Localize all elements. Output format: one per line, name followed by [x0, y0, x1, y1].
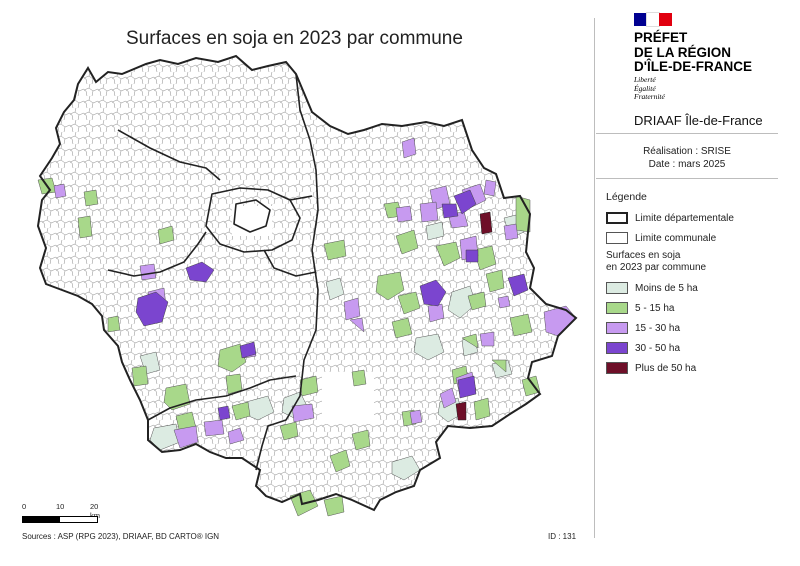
divider-1: [596, 133, 778, 134]
large-commune: [322, 372, 374, 424]
departement-boundaries: [107, 73, 319, 471]
prefet-line-3: D'ÎLE-DE-FRANCE: [634, 59, 752, 74]
legend-item-commune-limit: Limite communale: [606, 228, 734, 248]
date-text: Date : mars 2025: [648, 159, 726, 170]
scale-tick-20: 20 km: [90, 502, 100, 520]
commune-boundaries: [38, 56, 576, 510]
scale-segment-black: [23, 517, 60, 522]
credits-block: Réalisation : SRISE Date : mars 2025: [596, 145, 778, 171]
prefet-line-1: PRÉFET: [634, 30, 688, 45]
legend-label-commune: Limite communale: [635, 232, 717, 244]
legend-label-class-2: 5 - 15 ha: [635, 302, 675, 314]
motto-liberte: Liberté: [634, 75, 656, 84]
legend-title: Légende: [606, 191, 647, 203]
map-id: ID : 131: [548, 532, 577, 541]
legend-subtitle-2: en 2023 par commune: [606, 262, 707, 273]
legend-label-dept: Limite départementale: [635, 212, 734, 224]
scale-tick-0: 0: [22, 502, 27, 511]
legend-swatch-class-5: [606, 362, 628, 374]
legend-swatch-class-2: [606, 302, 628, 314]
legend-item-class-1: Moins de 5 ha: [606, 278, 734, 298]
legend-item-class-3: 15 - 30 ha: [606, 318, 734, 338]
legend-item-class-5: Plus de 50 ha: [606, 358, 734, 378]
legend-swatch-class-4: [606, 342, 628, 354]
prefet-block: PRÉFET DE LA RÉGION D'ÎLE-DE-FRANCE: [634, 30, 752, 75]
legend-item-dept-limit: Limite départementale: [606, 208, 734, 228]
legend-label-class-3: 15 - 30 ha: [635, 322, 681, 334]
scale-bar: 0 10 20 km: [22, 502, 100, 523]
legend-label-class-4: 30 - 50 ha: [635, 342, 681, 354]
class-15-30ha-communes: [53, 137, 577, 449]
motto-block: Liberté Égalité Fraternité: [634, 75, 665, 102]
service-name: DRIAAF Île-de-France: [634, 113, 763, 128]
sidebar-divider: [594, 18, 595, 538]
class-30-50ha-communes: [135, 189, 529, 421]
region-map: [37, 55, 577, 517]
legend-subtitle-1: Surfaces en soja: [606, 250, 681, 261]
legend: Légende Limite départementale Limite com…: [606, 191, 734, 378]
scale-graphic: [22, 516, 98, 523]
legend-swatch-dept: [606, 212, 628, 224]
legend-label-class-1: Moins de 5 ha: [635, 282, 698, 294]
legend-item-class-4: 30 - 50 ha: [606, 338, 734, 358]
prefet-line-2: DE LA RÉGION: [634, 44, 732, 60]
class-5-15ha-communes: [37, 177, 541, 517]
class-over-50ha-communes: [455, 211, 493, 421]
divider-2: [596, 178, 778, 179]
scale-segment-white: [60, 517, 97, 522]
scale-labels: 0 10 20 km: [22, 502, 100, 520]
class-under-5ha-communes: [139, 213, 525, 481]
marianne-logo: [634, 12, 672, 27]
legend-item-class-2: 5 - 15 ha: [606, 298, 734, 318]
scale-tick-10: 10: [56, 502, 65, 511]
legend-classes: Moins de 5 ha 5 - 15 ha 15 - 30 ha 30 - …: [606, 278, 734, 378]
legend-swatch-commune: [606, 232, 628, 244]
map-title: Surfaces en soja en 2023 par commune: [126, 28, 463, 49]
sources-text: Sources : ASP (RPG 2023), DRIAAF, BD CAR…: [22, 532, 220, 541]
legend-swatch-class-1: [606, 282, 628, 294]
motto-fraternite: Fraternité: [634, 92, 665, 101]
legend-label-class-5: Plus de 50 ha: [635, 362, 697, 374]
legend-subtitle: Surfaces en soja en 2023 par commune: [606, 250, 734, 274]
motto-egalite: Égalité: [634, 83, 656, 93]
realisation-text: Réalisation : SRISE: [643, 146, 731, 157]
legend-swatch-class-3: [606, 322, 628, 334]
